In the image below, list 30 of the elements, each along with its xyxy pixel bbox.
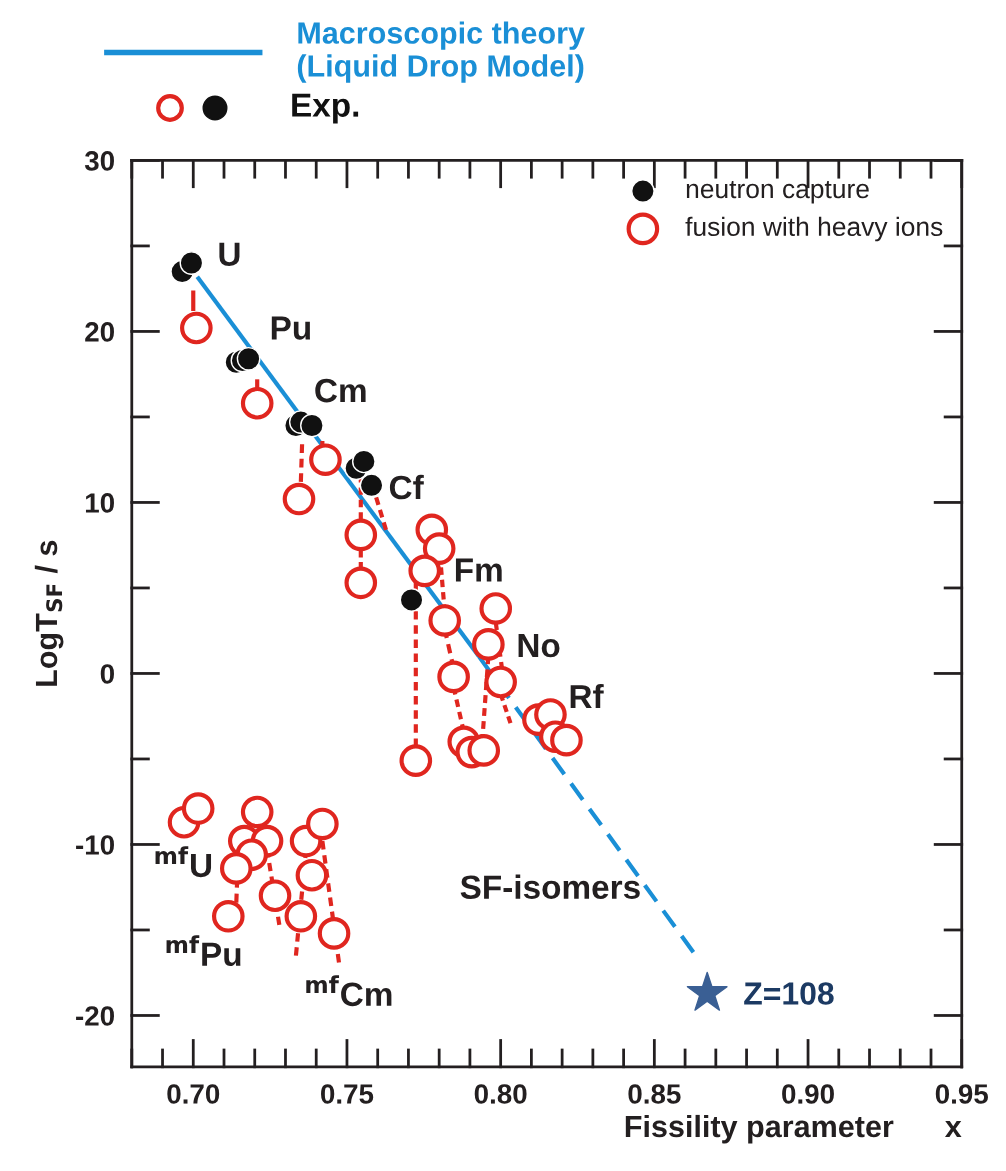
y-tick-label: -20 [76,1006,114,1026]
x-tick-label: 0.85 [628,1084,681,1104]
annotation: Pu [271,316,310,340]
annotation: $^{mf}$Pu [166,935,241,967]
annotation: Cm [315,378,366,403]
annotation: Rf [570,683,604,709]
annotation: No [518,634,560,658]
x-axis-title: Fissility parameter x [625,1114,962,1144]
y-tick-label: 20 [85,322,114,342]
x-tick-label: 0.70 [167,1084,220,1104]
y-tick-label: 30 [84,151,114,171]
annotation: Fm [455,558,502,582]
annotation: Z=108 [744,982,834,1005]
legend-label: neutron capture [686,180,869,204]
y-axis-title: LogT$_{SF}$ / s [34,540,64,686]
x-tick-label: 0.80 [474,1084,527,1104]
annotation: Cf [389,474,424,500]
y-tick-label: -10 [76,835,114,855]
annotation: $^{mf}$Cm [306,975,392,1007]
x-tick-label: 0.75 [321,1084,374,1104]
legend-label: Macroscopic theory (Liquid Drop Model) [297,21,585,83]
annotation: SF-isomers [460,874,640,899]
annotation: $^{mf}$U [155,846,212,878]
text: Exp. [292,93,359,124]
legend-label: fusion with heavy ions [685,216,943,242]
y-tick-label: 10 [85,493,114,513]
annotation: U [219,242,240,266]
y-tick-label: 0 [100,664,114,684]
x-tick-label: 0.95 [935,1084,988,1104]
x-tick-label: 0.90 [782,1084,834,1104]
